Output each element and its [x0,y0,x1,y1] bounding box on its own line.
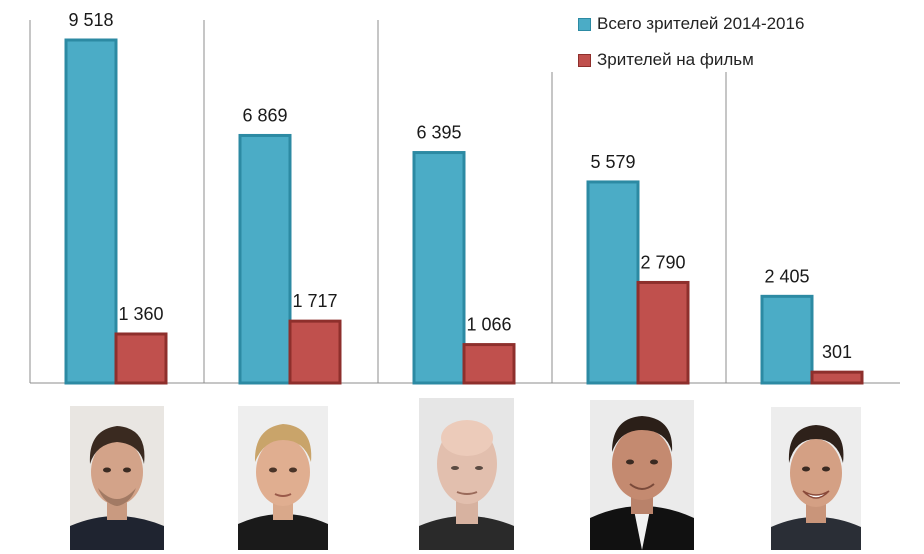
category-photo-3 [419,398,514,550]
data-labels: 9 518 6 869 6 395 5 579 2 405 1 360 1 717 1 066… [68,10,852,362]
portrait-image [590,400,694,550]
data-label-series-2-category-1: 1 360 [118,304,163,324]
portrait-image [419,398,514,550]
legend-swatch-series-1 [578,17,591,31]
data-label-series-2-category-5: 301 [822,342,852,362]
legend: Всего зрителей 2014-2016 Зрителей на фил… [578,6,804,78]
bar-series-1-category-1 [64,38,118,385]
category-photo-2 [238,406,328,550]
legend-label-series-2: Зрителей на фильм [597,50,754,69]
legend-swatch-series-2 [578,53,591,67]
category-photos [0,398,924,554]
data-label-series-1-category-3: 6 395 [416,123,461,143]
data-label-series-1-category-4: 5 579 [590,152,635,172]
data-label-series-2-category-3: 1 066 [466,315,511,335]
category-separators [29,20,727,383]
bar-series-2-category-2 [288,319,342,385]
bars [64,38,864,385]
portrait-image [238,406,328,550]
data-label-series-1-category-1: 9 518 [68,10,113,30]
bar-series-1-category-2 [238,133,292,385]
bar-series-2-category-5 [810,370,864,385]
bar-series-2-category-3 [462,343,516,385]
data-label-series-1-category-5: 2 405 [764,266,809,286]
category-photo-4 [590,400,694,550]
legend-item-series-2: Зрителей на фильм [578,42,804,78]
category-photo-1 [70,406,164,550]
legend-label-series-1: Всего зрителей 2014-2016 [597,14,805,33]
category-photo-5 [771,407,861,550]
portrait-image [70,406,164,550]
data-label-series-2-category-2: 1 717 [292,291,337,311]
data-label-series-1-category-2: 6 869 [242,105,287,125]
legend-item-series-1: Всего зрителей 2014-2016 [578,6,804,42]
bar-series-2-category-4 [636,280,690,385]
bar-series-1-category-3 [412,151,466,385]
bar-series-2-category-1 [114,332,168,385]
data-label-series-2-category-4: 2 790 [640,252,685,272]
bar-series-1-category-4 [586,180,640,385]
bar-series-1-category-5 [760,294,814,385]
portrait-image [771,407,861,550]
